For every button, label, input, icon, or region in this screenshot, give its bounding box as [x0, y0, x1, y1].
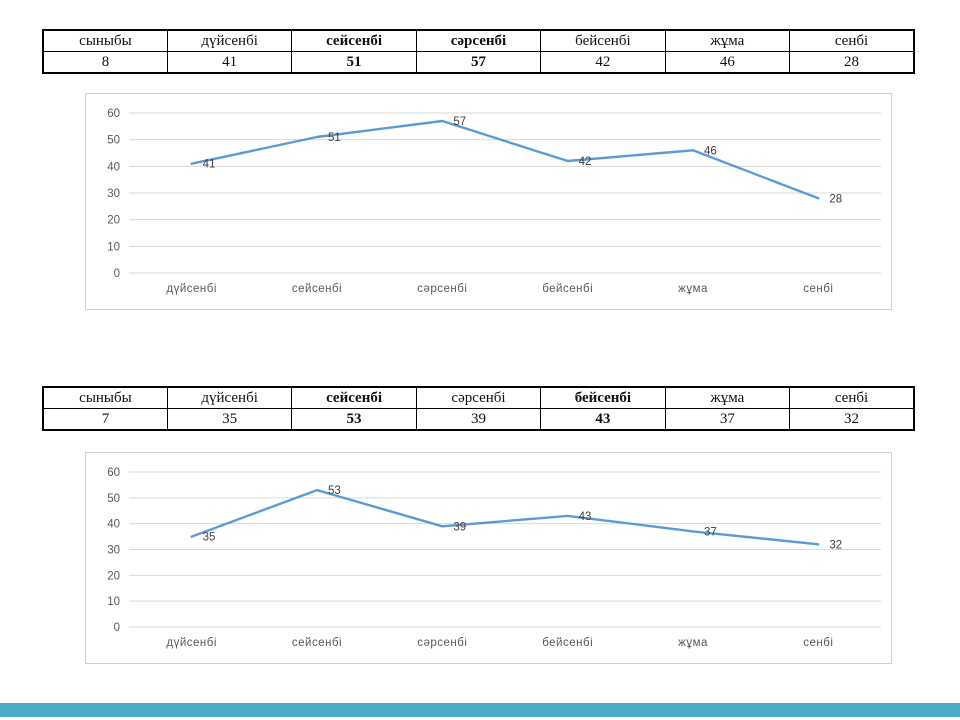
data-point-label: 32 [829, 539, 842, 551]
data-table-class-7: сыныбы дүйсенбі сейсенбі сәрсенбі бейсенбі жұ… [42, 386, 915, 431]
y-axis-tick-label: 40 [107, 161, 120, 173]
table-header-cell: сенбі [789, 386, 915, 409]
table-value-cell: 32 [789, 408, 915, 431]
data-point-label: 43 [579, 511, 592, 523]
data-point-label: 35 [203, 532, 216, 544]
table-header-cell: жұма [664, 386, 791, 409]
table-header-cell: дүйсенбі [166, 29, 293, 52]
data-point-label: 46 [704, 145, 717, 157]
table-value-cell: 39 [415, 408, 542, 431]
y-axis-tick-label: 10 [107, 596, 120, 608]
data-table-class-8: сыныбы дүйсенбі сейсенбі сәрсенбі бейсенбі жұ… [42, 29, 915, 74]
table-header-cell: дүйсенбі [166, 386, 293, 409]
table-value-cell: 35 [166, 408, 293, 431]
x-axis-category-label: жұма [678, 637, 708, 649]
line-chart-svg: 0 10 20 30 40 50 60 дүйсенбі сейсенбі сәрсенбі бей… [107, 108, 881, 295]
data-point-label: 42 [579, 156, 592, 168]
x-axis-category-label: бейсенбі [542, 637, 593, 649]
table-header-row: сыныбы дүйсенбі сейсенбі сәрсенбі бейсенбі жұ… [42, 386, 915, 409]
y-axis-tick-label: 20 [107, 570, 120, 582]
x-axis-category-label: сейсенбі [292, 637, 342, 649]
table-value-cell: 51 [291, 51, 417, 74]
table-header-cell: жұма [664, 29, 791, 52]
y-axis-tick-label: 30 [107, 188, 120, 200]
table-header-cell: бейсенбі [540, 386, 666, 409]
table-value-cell: 46 [664, 51, 791, 74]
table-value-cell: 7 [42, 408, 168, 431]
x-axis-category-label: сенбі [803, 283, 833, 295]
line-chart-class-7: 0 10 20 30 40 50 60 дүйсенбі сейсенбі сәрсенбі бей… [85, 452, 892, 664]
table-header-cell: сейсенбі [291, 29, 417, 52]
table-value-cell: 57 [415, 51, 542, 74]
table-header-cell: сәрсенбі [415, 386, 542, 409]
x-axis-category-label: бейсенбі [542, 283, 593, 295]
table-header-row: сыныбы дүйсенбі сейсенбі сәрсенбі бейсенбі жұ… [42, 29, 915, 52]
line-chart-svg: 0 10 20 30 40 50 60 дүйсенбі сейсенбі сәрсенбі бей… [107, 467, 881, 649]
table-value-cell: 43 [540, 408, 666, 431]
table-header-cell: сыныбы [42, 386, 168, 409]
table-value-cell: 37 [664, 408, 791, 431]
x-axis-category-label: сейсенбі [292, 283, 342, 295]
x-axis-category-label: дүйсенбі [166, 283, 217, 295]
table-header-cell: сейсенбі [291, 386, 417, 409]
data-point-label: 37 [704, 526, 717, 538]
table-value-row: 8 41 51 57 42 46 28 [42, 51, 915, 74]
y-axis-tick-label: 0 [114, 268, 120, 280]
y-axis-tick-label: 40 [107, 519, 120, 531]
data-point-label: 28 [829, 193, 842, 205]
x-axis-category-label: дүйсенбі [166, 637, 217, 649]
bottom-accent-bar [0, 703, 960, 717]
y-axis-tick-label: 50 [107, 135, 120, 147]
y-axis-tick-label: 10 [107, 241, 120, 253]
table-value-cell: 42 [540, 51, 666, 74]
y-axis-tick-label: 20 [107, 215, 120, 227]
y-axis-tick-label: 0 [114, 622, 120, 634]
y-axis-tick-label: 60 [107, 467, 120, 479]
table-header-cell: сенбі [789, 29, 915, 52]
data-point-label: 57 [453, 116, 466, 128]
table-header-cell: бейсенбі [540, 29, 666, 52]
table-value-cell: 28 [789, 51, 915, 74]
x-axis-category-label: сенбі [803, 637, 833, 649]
data-point-label: 53 [328, 485, 341, 497]
table-value-cell: 8 [42, 51, 168, 74]
table-value-cell: 41 [166, 51, 293, 74]
y-axis-tick-label: 60 [107, 108, 120, 120]
table-value-cell: 53 [291, 408, 417, 431]
line-chart-class-8: 0 10 20 30 40 50 60 дүйсенбі сейсенбі сәрсенбі бей… [85, 93, 892, 310]
y-axis-tick-label: 50 [107, 493, 120, 505]
table-block-class-8: сыныбы дүйсенбі сейсенбі сәрсенбі бейсенбі жұ… [42, 29, 915, 74]
table-header-cell: сәрсенбі [415, 29, 542, 52]
y-axis-tick-label: 30 [107, 545, 120, 557]
x-axis-category-label: сәрсенбі [417, 283, 467, 295]
data-point-label: 51 [328, 132, 341, 144]
x-axis-category-label: сәрсенбі [417, 637, 467, 649]
table-header-cell: сыныбы [42, 29, 168, 52]
data-series-line [190, 119, 820, 200]
data-point-label: 41 [203, 159, 216, 171]
data-point-label: 39 [453, 521, 466, 533]
table-block-class-7: сыныбы дүйсенбі сейсенбі сәрсенбі бейсенбі жұ… [42, 386, 915, 431]
data-series-line [190, 488, 820, 546]
table-value-row: 7 35 53 39 43 37 32 [42, 408, 915, 431]
x-axis-category-label: жұма [678, 283, 708, 295]
